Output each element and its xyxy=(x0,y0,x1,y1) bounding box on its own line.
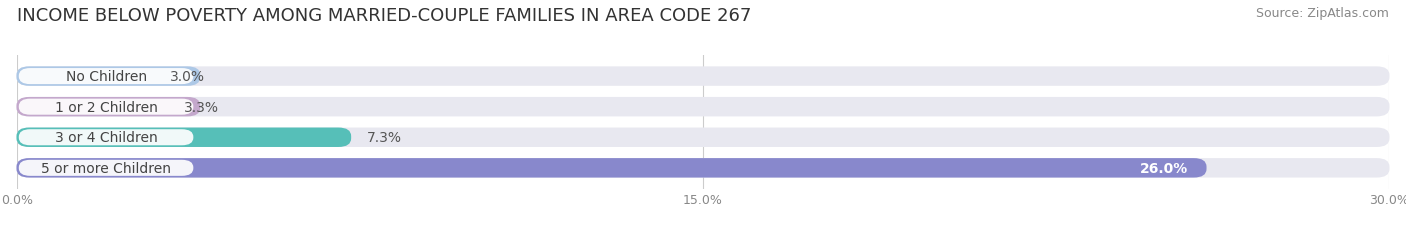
Text: 5 or more Children: 5 or more Children xyxy=(41,161,172,175)
FancyBboxPatch shape xyxy=(18,99,194,115)
FancyBboxPatch shape xyxy=(18,130,194,146)
FancyBboxPatch shape xyxy=(18,160,194,176)
Text: 3.3%: 3.3% xyxy=(184,100,219,114)
Text: Source: ZipAtlas.com: Source: ZipAtlas.com xyxy=(1256,7,1389,20)
FancyBboxPatch shape xyxy=(18,69,194,85)
FancyBboxPatch shape xyxy=(17,158,1206,178)
FancyBboxPatch shape xyxy=(17,128,1389,147)
Text: 26.0%: 26.0% xyxy=(1140,161,1188,175)
FancyBboxPatch shape xyxy=(17,67,1389,86)
FancyBboxPatch shape xyxy=(17,97,1389,117)
FancyBboxPatch shape xyxy=(17,128,352,147)
Text: 1 or 2 Children: 1 or 2 Children xyxy=(55,100,157,114)
FancyBboxPatch shape xyxy=(17,158,1389,178)
Text: 3 or 4 Children: 3 or 4 Children xyxy=(55,131,157,145)
Text: No Children: No Children xyxy=(66,70,146,84)
Text: 3.0%: 3.0% xyxy=(170,70,205,84)
FancyBboxPatch shape xyxy=(17,97,200,117)
Text: 7.3%: 7.3% xyxy=(367,131,402,145)
FancyBboxPatch shape xyxy=(17,67,200,86)
Text: INCOME BELOW POVERTY AMONG MARRIED-COUPLE FAMILIES IN AREA CODE 267: INCOME BELOW POVERTY AMONG MARRIED-COUPL… xyxy=(17,7,751,25)
